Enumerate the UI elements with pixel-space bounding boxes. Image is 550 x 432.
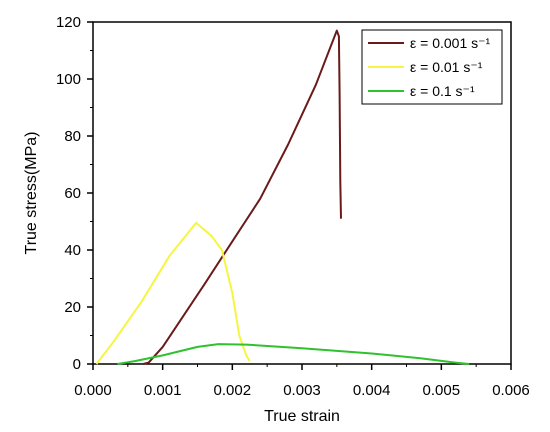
- x-axis-title: True strain: [264, 408, 340, 425]
- y-tick-label: 60: [64, 185, 81, 202]
- x-tick-label: 0.003: [283, 382, 321, 399]
- y-tick-label: 20: [64, 299, 81, 316]
- y-tick-label: 0: [73, 356, 81, 373]
- plot-series: [95, 29, 470, 365]
- y-axis-title: True stress(MPa): [23, 132, 40, 255]
- x-tick-label: 0.006: [492, 382, 530, 399]
- legend: ε = 0.001 s⁻¹ ε = 0.01 s⁻¹ ε = 0.1 s⁻¹: [361, 29, 503, 105]
- series-line-2: [95, 221, 251, 365]
- series-line-1: [142, 29, 342, 365]
- x-tick-label: 0.000: [74, 382, 112, 399]
- legend-label-1: ε = 0.001 s⁻¹: [410, 35, 491, 51]
- y-axis: 0 20 40 60 80 100 120: [56, 14, 93, 373]
- x-tick-label: 0.001: [144, 382, 182, 399]
- x-tick-label: 0.004: [353, 382, 391, 399]
- x-tick-label: 0.005: [423, 382, 461, 399]
- y-tick-label: 100: [56, 71, 81, 88]
- x-tick-label: 0.002: [214, 382, 252, 399]
- y-tick-label: 80: [64, 128, 81, 145]
- legend-label-2: ε = 0.01 s⁻¹: [410, 59, 483, 75]
- y-tick-label: 120: [56, 14, 81, 31]
- legend-label-3: ε = 0.1 s⁻¹: [410, 83, 475, 99]
- series-line-3: [117, 343, 470, 365]
- x-axis: 0.000 0.001 0.002 0.003 0.004 0.005 0.006: [74, 364, 530, 399]
- y-tick-label: 40: [64, 242, 81, 259]
